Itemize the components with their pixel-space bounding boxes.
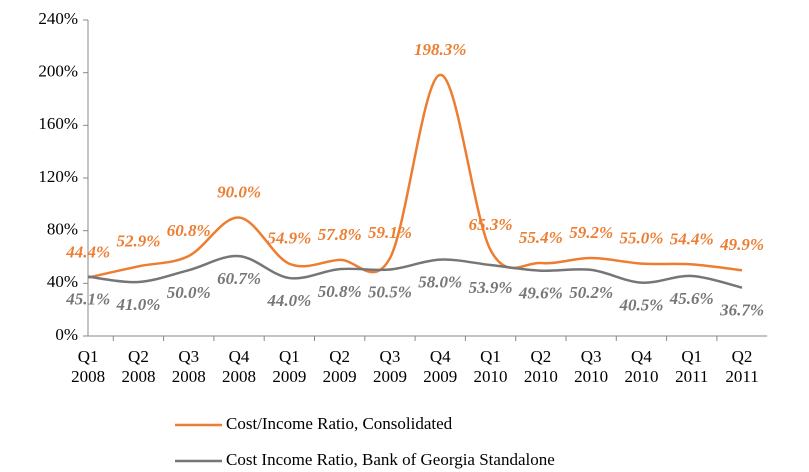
value-label: 54.4% xyxy=(670,229,714,248)
y-tick-label: 120% xyxy=(38,167,78,186)
value-label: 198.3% xyxy=(414,40,466,59)
x-tick-label: Q2 2011 xyxy=(725,347,758,386)
legend-label: Cost/Income Ratio, Consolidated xyxy=(226,414,453,433)
series-line xyxy=(87,73,743,279)
x-tick-label: Q2 2010 xyxy=(524,347,558,386)
value-label: 49.9% xyxy=(719,235,764,254)
value-label: 50.0% xyxy=(167,283,211,302)
x-tick-label: Q1 2011 xyxy=(675,347,708,386)
value-label: 54.9% xyxy=(267,229,311,248)
series-line xyxy=(88,254,743,289)
x-tick-label: Q2 2009 xyxy=(323,347,357,386)
value-label: 58.0% xyxy=(418,273,462,292)
value-label: 60.7% xyxy=(217,269,261,288)
value-label: 50.5% xyxy=(368,282,412,301)
y-tick-label: 240% xyxy=(38,9,78,28)
x-tick-label: Q2 2008 xyxy=(121,347,155,386)
value-label: 59.2% xyxy=(569,223,613,242)
y-tick-label: 160% xyxy=(38,114,78,133)
x-tick-label: Q4 2010 xyxy=(624,347,658,386)
value-label: 60.8% xyxy=(167,221,211,240)
value-label: 36.7% xyxy=(719,301,764,320)
value-label: 59.1% xyxy=(368,223,412,242)
x-tick-label: Q4 2009 xyxy=(423,347,457,386)
x-tick-label: Q3 2010 xyxy=(574,347,608,386)
value-label: 44.0% xyxy=(266,291,311,310)
value-label: 65.3% xyxy=(469,215,513,234)
value-label: 52.9% xyxy=(116,231,160,250)
value-label: 90.0% xyxy=(217,182,261,201)
value-label: 50.8% xyxy=(318,282,362,301)
y-tick-label: 80% xyxy=(47,220,78,239)
value-label: 55.0% xyxy=(619,228,663,247)
y-tick-label: 200% xyxy=(38,62,78,81)
x-tick-label: Q4 2008 xyxy=(222,347,256,386)
value-label: 57.8% xyxy=(318,225,362,244)
value-label: 49.6% xyxy=(518,284,563,303)
x-tick-label: Q1 2008 xyxy=(71,347,105,386)
x-tick-label: Q1 2010 xyxy=(474,347,508,386)
value-label: 55.4% xyxy=(519,228,563,247)
value-label: 45.1% xyxy=(65,290,110,309)
value-label: 50.2% xyxy=(569,283,613,302)
value-label: 53.9% xyxy=(469,278,513,297)
x-tick-label: Q3 2009 xyxy=(373,347,407,386)
value-label: 40.5% xyxy=(618,296,663,315)
value-label: 41.0% xyxy=(115,295,160,314)
y-tick-label: 40% xyxy=(47,272,78,291)
x-tick-label: Q3 2008 xyxy=(172,347,206,386)
y-tick-label: 0% xyxy=(55,325,78,344)
value-label: 44.4% xyxy=(65,242,110,261)
x-tick-label: Q1 2009 xyxy=(272,347,306,386)
legend-label: Cost Income Ratio, Bank of Georgia Stand… xyxy=(226,450,555,469)
value-label: 45.6% xyxy=(669,289,714,308)
